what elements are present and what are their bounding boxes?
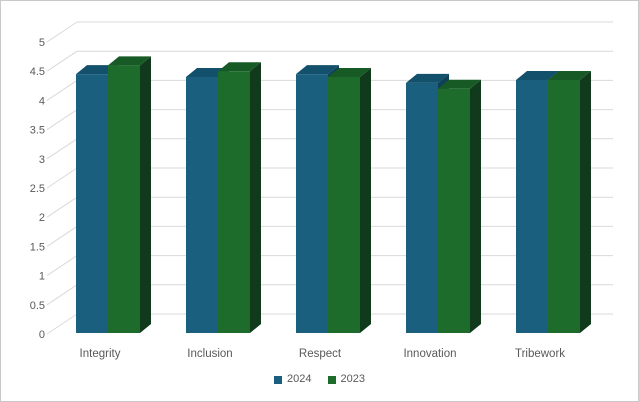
y-axis-tick-label: 3.5 [30, 125, 45, 137]
legend: 2024 2023 [1, 374, 638, 385]
bar-innovation-2023 [438, 79, 481, 333]
bar-top-face [296, 65, 339, 75]
bar-front-face [108, 65, 140, 334]
bar-top-face [548, 70, 591, 80]
bar-top-face [108, 56, 151, 66]
category-label-innovation: Innovation [403, 348, 456, 360]
bar-front-face [328, 77, 360, 333]
legend-item-2023: 2023 [327, 373, 365, 385]
category-label-tribework: Tribework [515, 348, 565, 360]
bar-top-face [218, 62, 261, 72]
y-axis-tick-label: 2 [39, 212, 45, 224]
y-tick-connector [46, 225, 78, 247]
bar-side-face [140, 56, 151, 334]
y-tick-connector [46, 109, 78, 131]
y-axis-tick-label: 5 [39, 37, 45, 49]
y-axis-tick-label: 1 [39, 271, 45, 283]
bar-front-face [186, 77, 218, 333]
bar-front-face [76, 74, 108, 334]
y-tick-connector [46, 50, 78, 72]
bar-respect-2023 [328, 68, 371, 333]
legend-swatch-icon [274, 375, 283, 384]
bar-top-face [406, 73, 449, 83]
bar-front-face [516, 79, 548, 334]
y-tick-connector [46, 196, 78, 218]
y-tick-connector [46, 255, 78, 277]
bar-front-face [548, 79, 580, 334]
bar-front-face [406, 82, 438, 333]
y-tick-connector [46, 313, 78, 335]
y-axis-tick-label: 4.5 [30, 66, 45, 78]
legend-swatch-icon [327, 375, 336, 384]
legend-label: 2024 [287, 373, 312, 385]
bar-front-face [438, 88, 470, 333]
y-tick-connector [46, 284, 78, 306]
y-axis-tick-label: 3 [39, 154, 45, 166]
bar-top-face [438, 79, 481, 89]
bar-integrity-2023 [108, 56, 151, 334]
y-tick-connector [46, 138, 78, 160]
category-label-integrity: Integrity [80, 348, 121, 360]
bar-side-face [470, 79, 481, 333]
bar-front-face [296, 74, 328, 334]
category-label-respect: Respect [299, 348, 342, 360]
y-tick-connector [46, 167, 78, 189]
legend-label: 2023 [340, 373, 365, 385]
bar-inclusion-2023 [218, 62, 261, 333]
bar-side-face [250, 62, 261, 333]
category-label-inclusion: Inclusion [187, 348, 232, 360]
y-axis-tick-label: 0 [39, 329, 45, 341]
y-axis-tick-label: 2.5 [30, 183, 45, 195]
y-axis-tick-label: 4 [39, 95, 45, 107]
legend-item-2024: 2024 [274, 373, 312, 385]
bar-front-face [218, 71, 250, 333]
bar-side-face [360, 68, 371, 333]
bar-top-face [516, 70, 559, 80]
bar-top-face [328, 68, 371, 78]
y-axis-tick-label: 0.5 [30, 300, 45, 312]
y-axis-tick-label: 1.5 [30, 241, 45, 253]
bar-tribework-2023 [548, 70, 591, 334]
y-tick-connector [46, 21, 78, 43]
y-tick-connector [46, 79, 78, 101]
bar-side-face [580, 70, 591, 334]
